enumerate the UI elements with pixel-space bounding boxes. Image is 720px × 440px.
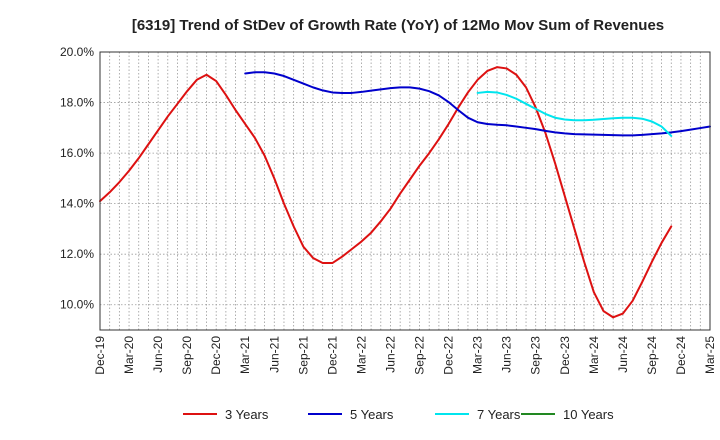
x-tick-label: Mar-22 — [354, 336, 368, 374]
plot-frame — [99, 51, 711, 331]
y-tick-label: 14.0% — [60, 197, 94, 211]
y-axis: 10.0% 12.0% 14.0% 16.0% 18.0% 20.0% — [60, 45, 94, 312]
x-tick-label: Dec-24 — [674, 336, 688, 375]
series-group — [99, 66, 711, 319]
x-tick-label: Mar-25 — [703, 336, 717, 374]
x-tick-label: Jun-21 — [267, 336, 281, 373]
x-tick-label: Dec-22 — [442, 336, 456, 375]
x-tick-label: Sep-24 — [645, 336, 659, 375]
x-tick-label: Jun-20 — [151, 336, 165, 373]
x-tick-label: Jun-22 — [383, 336, 397, 373]
x-tick-label: Jun-23 — [500, 336, 514, 373]
x-tick-label: Sep-20 — [180, 336, 194, 375]
series-line-3-years — [99, 66, 673, 319]
x-axis: Dec-19 Mar-20 Jun-20 Sep-20 Dec-20 Mar-21 Jun-… — [93, 336, 717, 375]
y-tick-label: 18.0% — [60, 96, 94, 110]
chart-title: [6319] Trend of StDev of Growth Rate (Yo… — [132, 17, 664, 34]
x-tick-label: Mar-20 — [122, 336, 136, 374]
y-tick-label: 10.0% — [60, 298, 94, 312]
x-tick-label: Mar-21 — [238, 336, 252, 374]
series-line-5-years — [244, 71, 711, 137]
series-line-7-years — [476, 90, 673, 137]
x-tick-label: Sep-23 — [529, 336, 543, 375]
grid — [99, 51, 711, 330]
legend-label-10-years: 10 Years — [563, 407, 614, 422]
legend-label-3-years: 3 Years — [225, 407, 269, 422]
x-tick-label: Dec-19 — [93, 336, 107, 375]
y-tick-label: 20.0% — [60, 45, 94, 59]
legend-label-7-years: 7 Years — [477, 407, 521, 422]
legend: 3 Years 5 Years 7 Years 10 Years — [183, 407, 614, 422]
x-tick-label: Dec-21 — [325, 336, 339, 375]
x-tick-label: Dec-20 — [209, 336, 223, 375]
x-tick-label: Dec-23 — [558, 336, 572, 375]
x-tick-label: Jun-24 — [616, 336, 630, 373]
x-tick-label: Mar-23 — [471, 336, 485, 374]
x-tick-label: Mar-24 — [587, 336, 601, 374]
y-tick-label: 12.0% — [60, 247, 94, 261]
y-tick-label: 16.0% — [60, 146, 94, 160]
x-tick-label: Sep-21 — [296, 336, 310, 375]
legend-label-5-years: 5 Years — [350, 407, 394, 422]
x-tick-label: Sep-22 — [413, 336, 427, 375]
